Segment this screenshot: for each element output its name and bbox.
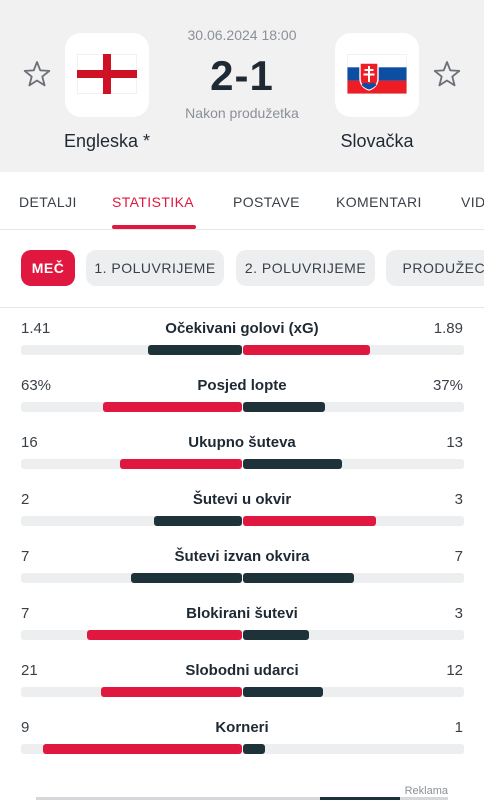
stat-away-bar (243, 744, 265, 754)
match-header: 30.06.2024 18:00 2-1 Nakon produžetka En… (0, 0, 484, 172)
stat-home-track (21, 630, 242, 640)
period-match-chip[interactable]: MEČ (21, 250, 75, 286)
tab-details[interactable]: DETALJI (19, 194, 77, 210)
stat-away-track (243, 744, 464, 754)
stat-home-bar (120, 459, 242, 469)
stat-home-value: 1.41 (21, 320, 51, 337)
stat-row: 9 Korneri 1 (0, 719, 484, 759)
slovakia-flag-icon (347, 54, 407, 94)
tab-commentary[interactable]: KOMENTARI (336, 194, 422, 210)
stat-name: Blokirani šutevi (186, 605, 298, 622)
stat-name: Slobodni udarci (185, 662, 299, 679)
stat-home-value: 63% (21, 377, 52, 394)
stat-away-value: 7 (454, 548, 463, 565)
period-second-half-chip[interactable]: 2. POLUVRIJEME (236, 250, 375, 286)
stat-row: 2 Šutevi u okvir 3 (0, 491, 484, 531)
stat-away-track (243, 345, 464, 355)
stat-away-bar (243, 345, 370, 355)
stat-home-bar (87, 630, 242, 640)
stat-row: 21 Slobodni udarci 12 (0, 662, 484, 702)
tab-statistics[interactable]: STATISTIKA (112, 194, 195, 210)
stat-away-track (243, 402, 464, 412)
stat-home-value: 21 (21, 662, 38, 679)
match-status: Nakon produžetka (185, 105, 299, 121)
ad-banner-accent (320, 797, 400, 800)
period-first-half-chip[interactable]: 1. POLUVRIJEME (86, 250, 224, 286)
stat-home-value: 7 (21, 605, 30, 622)
stat-home-bar (43, 744, 242, 754)
stat-home-bar (148, 345, 242, 355)
tab-lineups[interactable]: POSTAVE (233, 194, 300, 210)
stat-home-track (21, 459, 242, 469)
stat-row: 7 Blokirani šutevi 3 (0, 605, 484, 645)
stat-home-track (21, 573, 242, 583)
stat-home-value: 9 (21, 719, 30, 736)
stat-away-bar (243, 459, 342, 469)
stat-row: 16 Ukupno šuteva 13 (0, 434, 484, 474)
period-filter: MEČ 1. POLUVRIJEME 2. POLUVRIJEME PRODUŽ… (0, 250, 484, 288)
tab-video[interactable]: VID (461, 194, 484, 210)
stat-name: Ukupno šuteva (188, 434, 296, 451)
stat-away-bar (243, 573, 354, 583)
stat-home-track (21, 687, 242, 697)
home-team-name[interactable]: Engleska * (63, 131, 151, 151)
stat-away-value: 1 (454, 719, 463, 736)
stat-row: 63% Posjed lopte 37% (0, 377, 484, 417)
active-tab-indicator (112, 225, 196, 229)
stat-away-track (243, 630, 464, 640)
stat-away-track (243, 573, 464, 583)
stat-name: Šutevi izvan okvira (174, 548, 310, 565)
stat-home-track (21, 744, 242, 754)
stat-away-track (243, 687, 464, 697)
stat-row: 1.41 Očekivani golovi (xG) 1.89 (0, 320, 484, 360)
stat-home-value: 16 (21, 434, 38, 451)
away-team-name[interactable]: Slovačka (340, 131, 414, 151)
stat-away-bar (243, 402, 325, 412)
stat-home-bar (103, 402, 242, 412)
stat-name: Posjed lopte (197, 377, 287, 394)
stat-home-track (21, 345, 242, 355)
stat-away-value: 13 (446, 434, 463, 451)
stat-home-track (21, 516, 242, 526)
stat-home-value: 7 (21, 548, 30, 565)
stat-home-bar (154, 516, 242, 526)
stat-home-bar (131, 573, 242, 583)
stat-away-value: 3 (454, 491, 463, 508)
stat-away-bar (243, 630, 309, 640)
stat-name: Korneri (215, 719, 269, 736)
stat-home-value: 2 (21, 491, 30, 508)
stat-away-track (243, 459, 464, 469)
stat-name: Očekivani golovi (xG) (165, 320, 319, 337)
stat-away-bar (243, 516, 376, 526)
divider (0, 307, 484, 308)
england-flag-icon (77, 54, 137, 94)
stat-home-bar (101, 687, 242, 697)
match-tabs: DETALJI STATISTIKA POSTAVE KOMENTARI VID (0, 172, 484, 230)
match-score: 2-1 (210, 52, 274, 99)
match-datetime: 30.06.2024 18:00 (187, 27, 297, 43)
home-team-logo[interactable] (65, 33, 149, 117)
stat-home-track (21, 402, 242, 412)
away-team-logo[interactable] (335, 33, 419, 117)
stat-away-value: 37% (432, 377, 463, 394)
period-extra-time-chip[interactable]: PRODUŽECI (386, 250, 484, 286)
ad-banner[interactable] (36, 797, 448, 800)
ad-label: Reklama (404, 785, 448, 797)
stat-away-value: 12 (446, 662, 463, 679)
favorite-away-star-icon[interactable] (433, 60, 461, 88)
stat-away-value: 3 (454, 605, 463, 622)
stat-away-track (243, 516, 464, 526)
favorite-home-star-icon[interactable] (23, 60, 51, 88)
stat-row: 7 Šutevi izvan okvira 7 (0, 548, 484, 588)
stat-away-bar (243, 687, 323, 697)
stat-name: Šutevi u okvir (192, 491, 292, 508)
stat-away-value: 1.89 (433, 320, 463, 337)
